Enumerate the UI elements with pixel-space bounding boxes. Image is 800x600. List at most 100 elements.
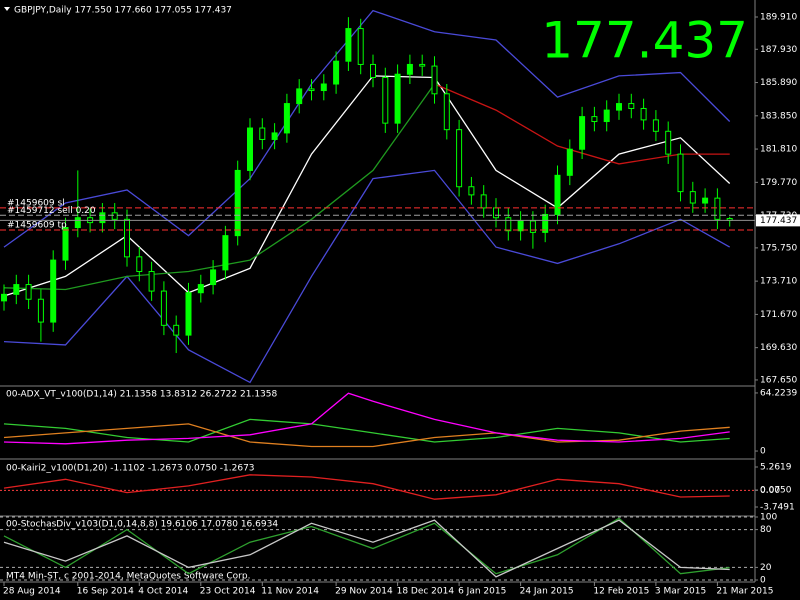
y-tick-label: 169.630: [760, 343, 797, 353]
candle-body: [13, 284, 20, 295]
candle-body: [529, 220, 536, 233]
candle-body: [640, 107, 647, 121]
y-tick-label: 171.670: [760, 310, 797, 320]
big-price: 177.437: [541, 12, 748, 70]
candle-body: [111, 212, 118, 220]
candle-body: [566, 148, 573, 176]
candle-body: [25, 284, 32, 300]
x-tick-label: 11 Nov 2014: [261, 587, 319, 597]
y-tick-label: 167.650: [760, 375, 797, 385]
y-tick-label: 80: [760, 525, 772, 535]
x-tick-label: 29 Nov 2014: [335, 587, 393, 597]
candle-body: [37, 298, 44, 323]
candle-body: [579, 116, 586, 150]
candle-body: [234, 169, 241, 237]
y-tick-label: 0.0750: [760, 486, 792, 496]
x-tick-label: 18 Dec 2014: [397, 587, 455, 597]
candle-body: [160, 290, 167, 326]
indicator-line: [3, 519, 730, 578]
x-tick-label: 12 Feb 2015: [593, 587, 649, 597]
y-tick-label: 5.2619: [760, 462, 792, 472]
y-tick-label: 0: [760, 576, 766, 586]
candle-body: [345, 28, 352, 62]
candle-body: [148, 271, 155, 292]
candle-body: [308, 88, 315, 92]
indicator-title: 00-Kairi2_v100(D1,20) -1.1102 -1.2673 0.…: [6, 464, 255, 474]
candle-body: [702, 197, 709, 204]
y-tick-label: 175.750: [760, 243, 797, 253]
candle-body: [185, 292, 192, 336]
indicator-line: [3, 9, 731, 248]
y-tick-label: 181.810: [760, 145, 797, 155]
indicator-line: [3, 418, 730, 443]
candle-body: [370, 63, 376, 78]
candle-body: [197, 284, 204, 294]
price-box: [756, 214, 800, 227]
candle-body: [456, 129, 463, 188]
candle-body: [1, 293, 7, 302]
y-tick-label: 185.890: [760, 78, 797, 88]
y-tick-label: 0.00: [760, 486, 780, 496]
candle-body: [603, 109, 610, 123]
order-label: #1459609 tp: [7, 220, 67, 230]
indicator-title: 00-ADX_VT_v100(D1,14) 21.1358 13.8312 26…: [6, 390, 277, 400]
candle-body: [136, 256, 143, 273]
candle-body: [382, 76, 389, 124]
indicator-line: [434, 83, 730, 165]
candle-body: [714, 197, 721, 220]
candle-body: [222, 235, 229, 271]
menu-arrow[interactable]: [4, 7, 10, 11]
candle-body: [320, 83, 327, 92]
candle-body: [394, 73, 401, 124]
x-tick-label: 24 Jan 2015: [520, 587, 574, 597]
y-tick-label: 187.930: [760, 45, 797, 55]
x-tick-label: 23 Oct 2014: [200, 587, 256, 597]
candle-body: [677, 153, 684, 193]
candle-body: [480, 194, 487, 209]
candle-body: [443, 93, 450, 131]
candle-body: [652, 119, 659, 132]
copyright: MT4 Min-ST, c 2001-2014, MetaQuotes Soft…: [6, 572, 250, 582]
y-tick-label: 189.910: [760, 13, 797, 23]
y-tick-label: 100: [760, 513, 777, 523]
candle-body: [628, 103, 635, 109]
candle-body: [333, 60, 340, 85]
candle-body: [296, 88, 303, 105]
candle-body: [665, 130, 672, 155]
candle-body: [689, 191, 696, 204]
indicator-line: [3, 392, 730, 445]
candle-body: [616, 103, 622, 111]
candle-body: [406, 63, 413, 75]
candle-body: [124, 218, 130, 258]
candle-body: [74, 217, 81, 228]
indicator-title: 00-StochasDiv_v103(D1,0,14,8,8) 19.6106 …: [6, 520, 278, 530]
candle-body: [419, 63, 426, 67]
y-tick-label: 183.850: [760, 111, 797, 121]
candle-body: [173, 324, 180, 336]
candle-body: [493, 207, 499, 219]
candle-body: [357, 28, 364, 65]
indicator-line: [3, 169, 731, 384]
candle-body: [468, 186, 475, 196]
candle-body: [431, 65, 438, 95]
x-tick-label: 3 Mar 2015: [655, 587, 706, 597]
order-label: #1459712 sell 0.20: [7, 206, 96, 216]
candle-body: [517, 220, 524, 232]
x-tick-label: 6 Jan 2015: [458, 587, 506, 597]
candle-body: [50, 259, 57, 323]
indicator-line: [3, 83, 436, 291]
candle-body: [283, 103, 290, 134]
candle-body: [271, 132, 278, 140]
y-tick-label: 20: [760, 563, 772, 573]
x-tick-label: 28 Aug 2014: [3, 587, 61, 597]
y-tick-label: 173.710: [760, 277, 797, 287]
candle-body: [259, 127, 266, 140]
candle-body: [542, 213, 549, 233]
x-tick-label: 16 Sep 2014: [77, 587, 134, 597]
y-tick-label: 64.2239: [760, 388, 797, 398]
indicator-line: [3, 423, 730, 448]
candle-body: [554, 174, 561, 215]
candle-body: [505, 217, 512, 232]
